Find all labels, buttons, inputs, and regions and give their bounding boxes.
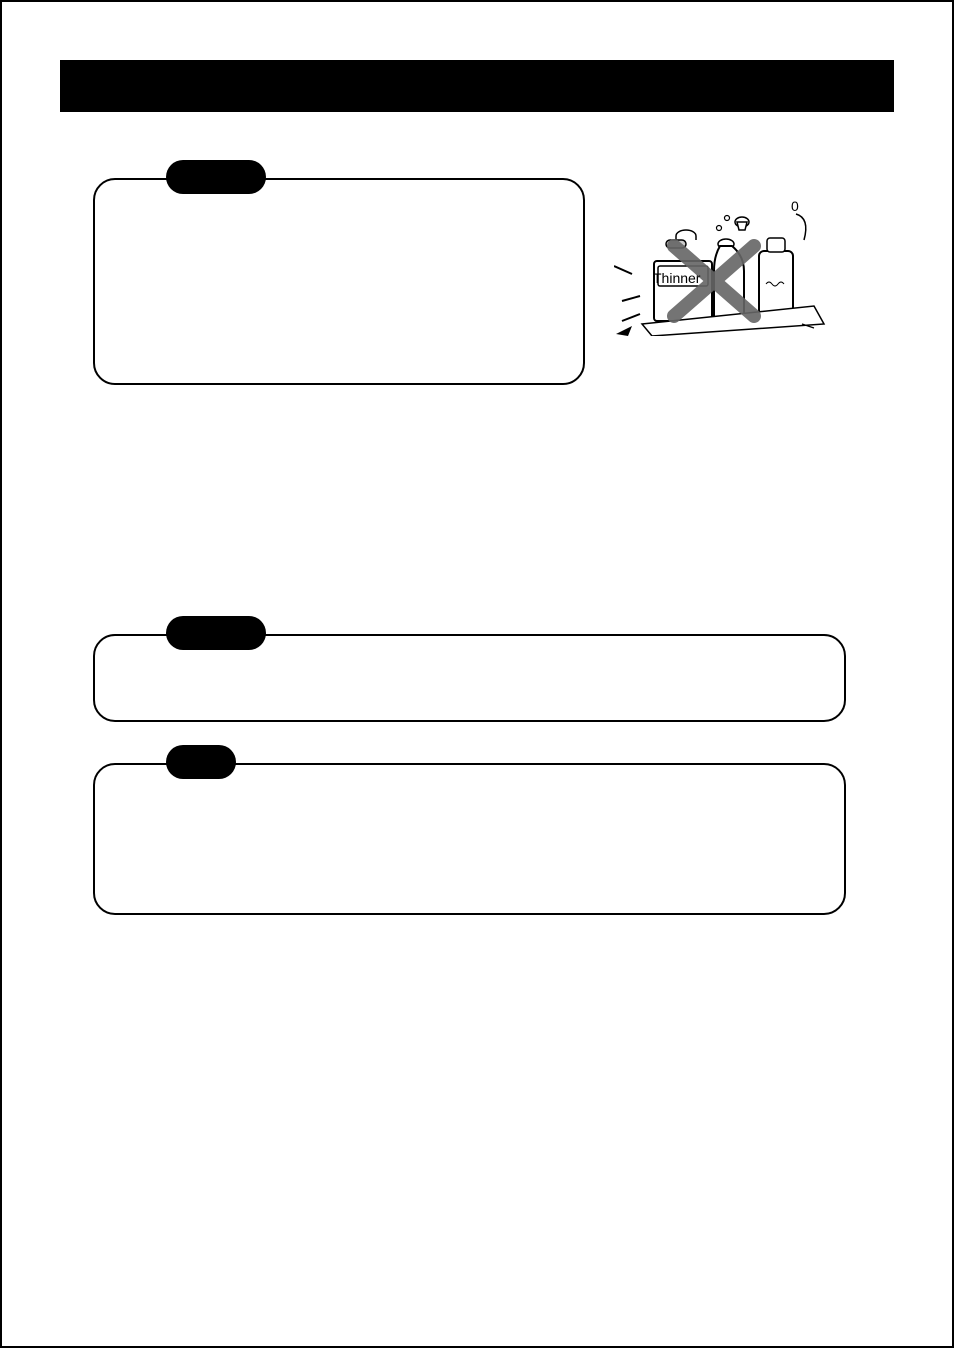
caution-box-3: [93, 763, 846, 915]
manual-page: 0 Thinner: [0, 0, 954, 1348]
caution-tag-1: [166, 160, 266, 194]
thinner-label: Thinner: [653, 270, 700, 286]
caution-tag-3: [166, 745, 236, 779]
caution-tag-2: [166, 616, 266, 650]
svg-text:0: 0: [791, 198, 799, 214]
header-bar: [60, 60, 894, 112]
thinner-illustration: 0: [614, 196, 839, 336]
caution-box-1: [93, 178, 585, 385]
